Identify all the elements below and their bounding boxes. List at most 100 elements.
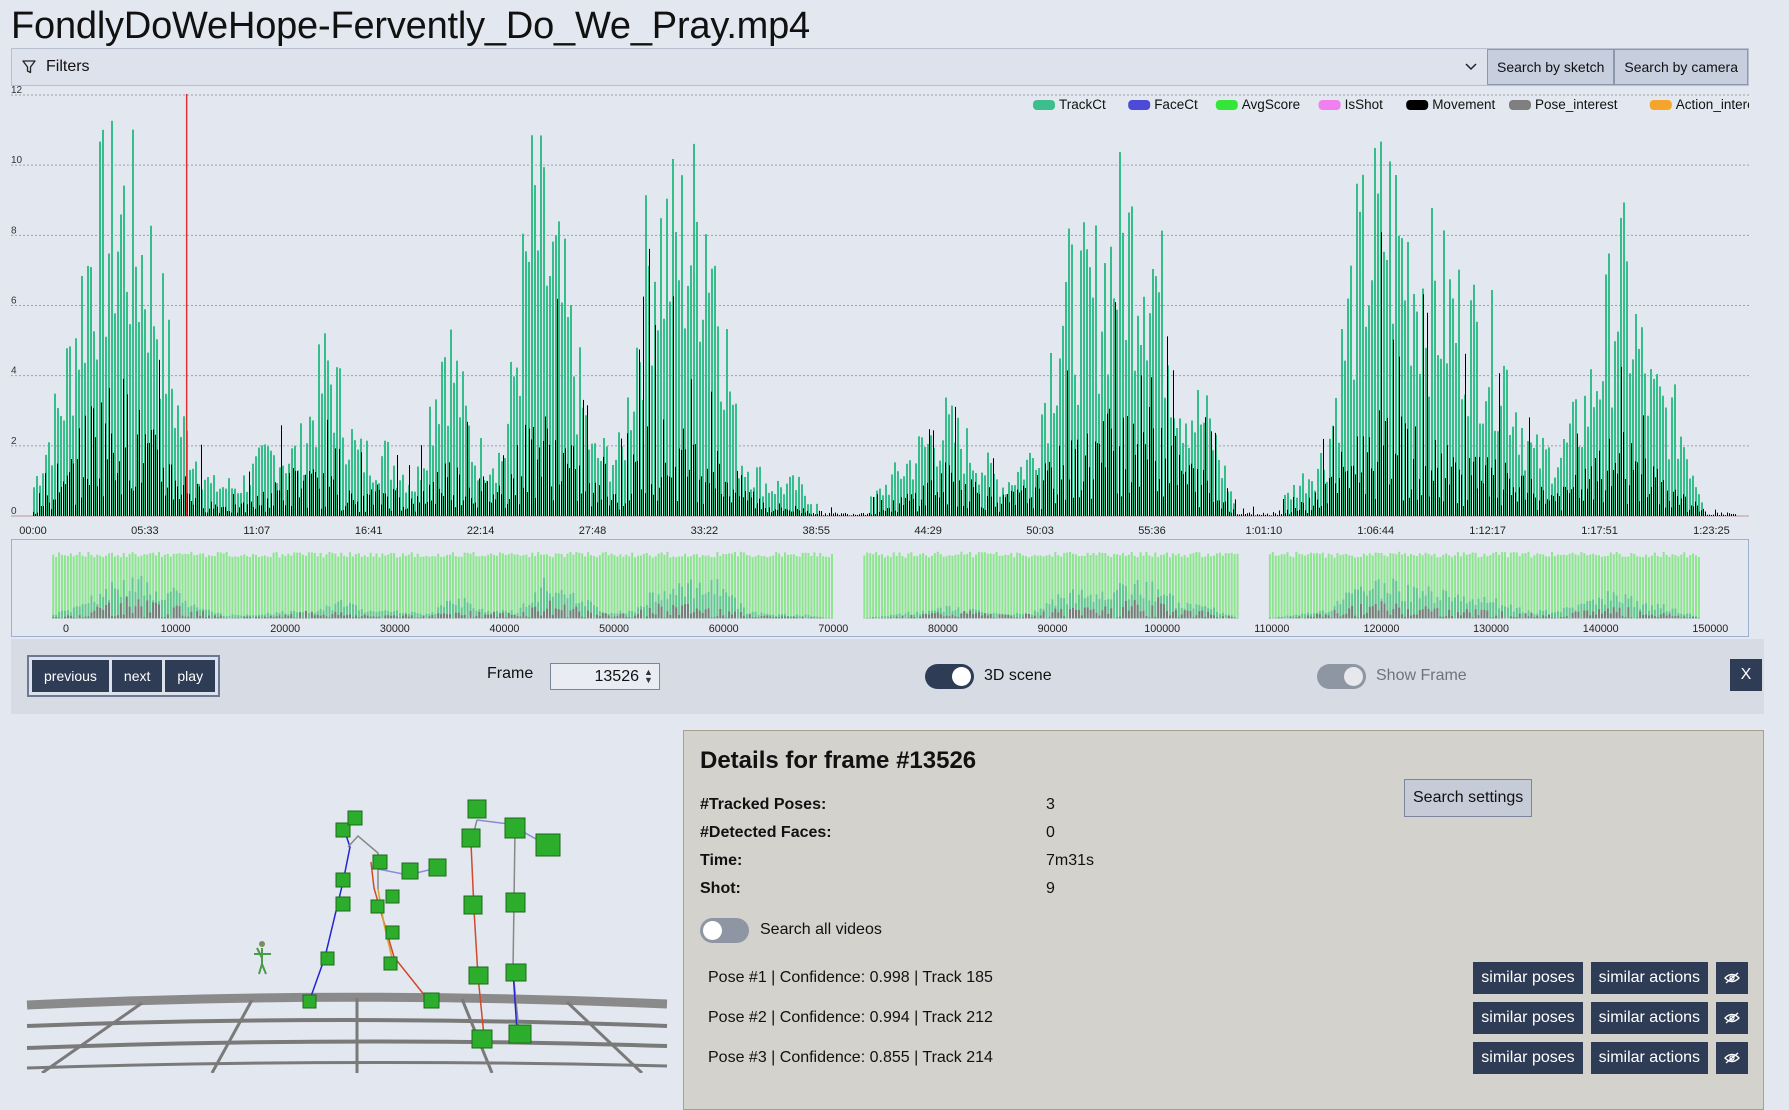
movement-bar [1135,455,1136,516]
close-button[interactable]: X [1730,659,1762,691]
movement-bar [715,489,716,516]
avgscore-bar [367,557,369,618]
avgscore-bar [208,555,210,618]
search-by-camera-button[interactable]: Search by camera [1614,49,1748,85]
movement-bar [707,469,708,516]
avgscore-bar [299,553,301,619]
avgscore-bar [1272,552,1274,618]
movement-bar [1061,480,1062,516]
spinner-icon[interactable]: ▲▼ [644,668,653,684]
trackct-bar [75,338,77,516]
movement-bar [1577,434,1578,516]
movement-bar [1425,466,1426,516]
pose-interest-bar [108,603,110,619]
pose-interest-bar [1577,612,1579,619]
similar-actions-button[interactable]: similar actions [1591,1042,1708,1074]
pose-interest-bar [499,614,501,619]
movement-bar [1665,508,1666,516]
movement-bar [1139,487,1140,516]
trackct-mini-bar [1275,617,1277,618]
show-frame-toggle[interactable] [1317,664,1366,689]
movement-bar [485,483,486,516]
pose-interest-bar [428,616,430,618]
movement-bar [333,480,334,516]
trackct-mini-bar [1439,600,1441,618]
pose-interest-bar [540,616,542,619]
similar-poses-button[interactable]: similar poses [1473,1042,1582,1074]
movement-bar [1685,497,1686,516]
pose-interest-bar [693,612,695,618]
movement-bar [1423,294,1424,516]
detected-faces-value: 0 [1046,824,1055,842]
trackct-mini-bar [567,598,569,618]
trackct-mini-bar [893,615,895,618]
filters-toggle[interactable]: Filters [12,49,1487,85]
movement-bar [925,506,926,516]
previous-button[interactable]: previous [32,660,109,692]
3d-scene-view[interactable] [22,728,672,1073]
movement-bar [1389,485,1390,516]
avgscore-bar [276,552,278,618]
pose-interest-bar [802,617,804,618]
trackct-bar [1083,222,1085,516]
movement-bar [219,513,220,516]
movement-bar [923,486,924,516]
hide-pose-button[interactable] [1716,1002,1748,1034]
movement-bar [361,452,362,516]
trackct-mini-bar [73,607,75,618]
play-button[interactable]: play [165,660,215,692]
next-button[interactable]: next [112,660,162,692]
movement-bar [287,490,288,516]
movement-bar [709,483,710,516]
search-all-videos-toggle[interactable] [700,918,749,943]
trackct-mini-bar [505,611,507,619]
similar-actions-button[interactable]: similar actions [1591,1002,1708,1034]
similar-actions-button[interactable]: similar actions [1591,962,1708,994]
trackct-mini-bar [1081,590,1083,619]
pose-interest-bar [658,604,660,619]
movement-bar [85,416,86,516]
movement-bar [1119,446,1120,516]
movement-bar [1703,509,1704,516]
movement-bar [755,508,756,516]
trackct-series [33,121,1703,516]
pose-interest-bar [1398,608,1400,619]
hide-pose-button[interactable] [1716,1042,1748,1074]
trackct-mini-bar [1557,611,1559,618]
avgscore-bar [1677,556,1679,618]
avgscore-bar [408,555,410,619]
movement-bar [1511,495,1512,516]
trackct-mini-bar [296,613,298,619]
avgscore-bar [937,552,939,619]
avgscore-bar [984,552,986,618]
movement-bar [1415,426,1416,516]
movement-bar [163,468,164,516]
3d-scene-toggle[interactable] [925,664,974,689]
similar-poses-button[interactable]: similar poses [1473,962,1582,994]
similar-poses-button[interactable]: similar poses [1473,1002,1582,1034]
pose-interest-bar [1231,617,1233,618]
hide-pose-button[interactable] [1716,962,1748,994]
pose-interest-bar [364,615,366,619]
pose-interest-bar [1601,614,1603,619]
pose-interest-bar [1469,612,1471,618]
movement-bar [49,503,50,516]
trackct-mini-bar [1331,611,1333,619]
pose-interest-bar [343,616,345,619]
search-settings-button[interactable]: Search settings [1404,779,1532,817]
trackct-bar [1602,381,1604,516]
movement-bar [247,504,248,516]
pose-interest-bar [602,613,604,619]
movement-bar [1617,474,1618,516]
movement-bar [675,467,676,516]
pose-interest-bar [1187,611,1189,619]
movement-bar [1131,482,1132,516]
search-by-sketch-button[interactable]: Search by sketch [1487,49,1614,85]
avgscore-bar [211,556,213,618]
trackct-bar [666,199,668,516]
pose-interest-bar [1363,615,1365,618]
movement-bar [1161,428,1162,516]
trackct-bar [1560,458,1562,516]
